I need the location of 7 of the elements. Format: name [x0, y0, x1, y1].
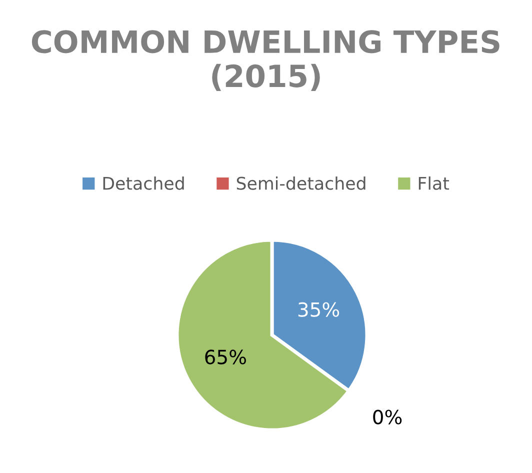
legend-label: Semi-detached — [236, 176, 366, 190]
legend-label: Flat — [418, 176, 450, 190]
data-label: 65% — [205, 350, 246, 364]
data-label: 35% — [298, 302, 340, 317]
chart-title: COMMON DWELLING TYPES (2015) — [32, 30, 500, 92]
text: 0% — [373, 410, 402, 424]
legend-label: Detached — [103, 176, 184, 190]
